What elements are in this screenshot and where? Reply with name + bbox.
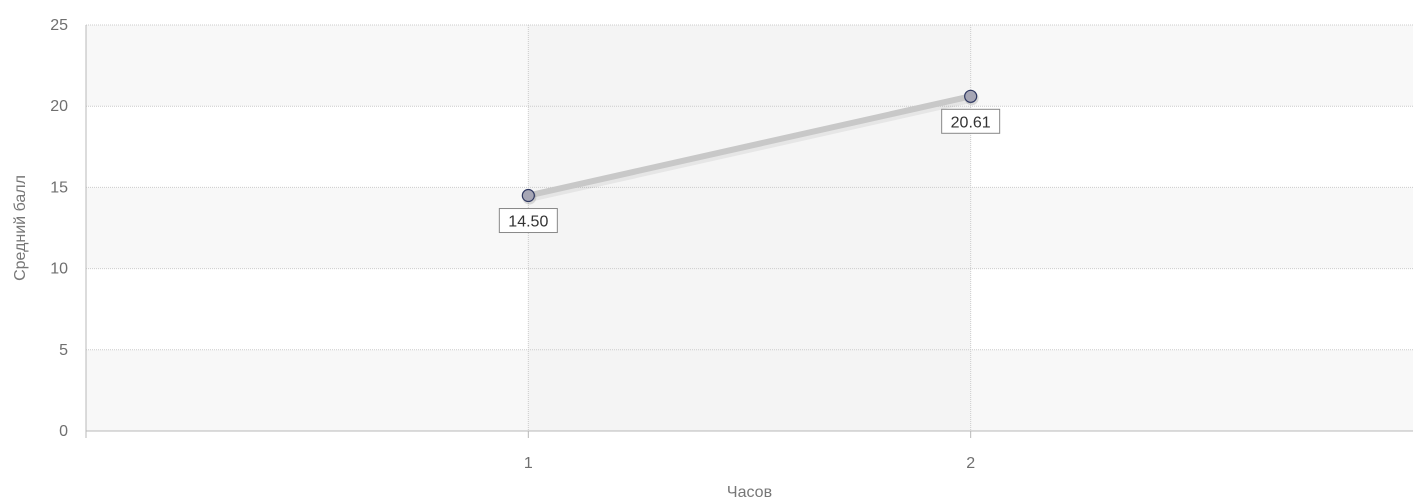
y-tick-label: 15 [50, 179, 68, 196]
data-label: 20.61 [941, 108, 1001, 134]
point-marker[interactable] [964, 89, 978, 103]
y-tick-label: 0 [59, 423, 68, 440]
x-tick-label: 1 [524, 455, 533, 472]
series-group [521, 89, 979, 205]
point-marker[interactable] [521, 188, 535, 203]
data-label: 14.50 [498, 208, 558, 234]
y-tick-labels: 0 5 10 15 20 25 [50, 17, 68, 440]
data-label-box [498, 208, 558, 234]
y-tick-label: 10 [50, 261, 68, 278]
y-tick-label: 20 [50, 98, 68, 115]
x-axis-title: Часов [727, 484, 772, 500]
x-tick-label: 2 [966, 455, 975, 472]
plot-bands [86, 25, 1413, 431]
axes [85, 25, 1413, 438]
y-axis-title: Средний балл [12, 175, 29, 281]
y-tick-label: 25 [50, 17, 68, 34]
data-label-text: 20.61 [951, 114, 991, 131]
x-plot-band [528, 25, 971, 431]
data-label-text: 14.50 [508, 214, 548, 231]
data-labels: 14.50 20.61 [498, 108, 1001, 234]
series-line [525, 93, 974, 199]
y-tick-label: 5 [59, 342, 68, 359]
data-label-box [941, 108, 1001, 134]
